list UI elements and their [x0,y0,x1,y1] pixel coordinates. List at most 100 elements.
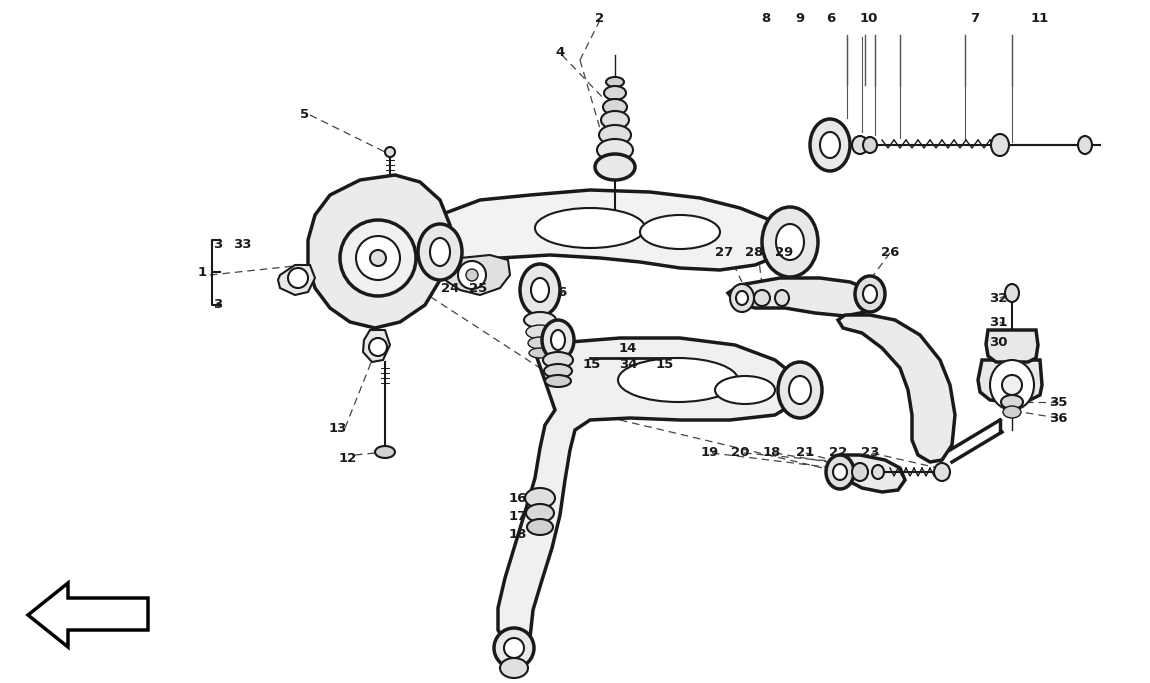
Ellipse shape [730,284,754,312]
Text: 1: 1 [198,266,207,279]
Ellipse shape [1000,395,1024,409]
Ellipse shape [990,360,1034,410]
Ellipse shape [543,352,573,368]
Ellipse shape [520,264,560,316]
Text: 11: 11 [1030,12,1049,25]
Text: 4: 4 [555,46,565,59]
Text: 32: 32 [989,292,1007,305]
Circle shape [356,236,400,280]
Ellipse shape [604,86,626,100]
Text: 26: 26 [881,245,899,258]
Ellipse shape [542,320,574,360]
Circle shape [754,290,770,306]
Ellipse shape [597,139,632,161]
Ellipse shape [1005,284,1019,302]
Ellipse shape [775,290,789,306]
Ellipse shape [500,658,528,678]
Ellipse shape [599,125,631,145]
Ellipse shape [545,375,572,387]
Ellipse shape [872,465,884,479]
Text: 9: 9 [796,12,805,25]
Text: 3: 3 [214,238,223,251]
Text: 15: 15 [583,359,601,372]
Ellipse shape [527,519,553,535]
Polygon shape [426,190,790,275]
Ellipse shape [762,207,818,277]
Text: 3: 3 [214,298,223,311]
Polygon shape [728,278,875,316]
Polygon shape [986,330,1038,362]
Ellipse shape [1003,406,1021,418]
Circle shape [369,338,388,356]
Text: 23: 23 [861,445,880,458]
Polygon shape [435,255,509,295]
Polygon shape [363,330,390,362]
Ellipse shape [535,208,645,248]
Text: 19: 19 [700,445,719,458]
Text: 2: 2 [596,12,605,25]
Ellipse shape [595,154,635,180]
Polygon shape [498,338,800,648]
Ellipse shape [862,137,877,153]
Ellipse shape [715,376,775,404]
Ellipse shape [854,276,886,312]
Ellipse shape [526,325,554,339]
Circle shape [370,250,386,266]
Ellipse shape [862,285,877,303]
Ellipse shape [526,488,555,508]
Ellipse shape [544,364,572,378]
Ellipse shape [531,278,549,302]
Text: 10: 10 [860,12,879,25]
Text: 6: 6 [827,12,836,25]
Text: 34: 34 [619,359,637,372]
Text: 16: 16 [508,492,527,505]
Polygon shape [278,265,315,295]
Ellipse shape [551,330,565,350]
Text: 18: 18 [762,445,781,458]
Polygon shape [838,315,954,462]
Ellipse shape [641,215,720,249]
Ellipse shape [826,455,854,489]
Text: 29: 29 [775,245,793,258]
Circle shape [504,638,524,658]
Text: 25: 25 [469,281,488,294]
Ellipse shape [417,224,462,280]
Text: 8: 8 [761,12,771,25]
Polygon shape [833,455,905,492]
Text: 15: 15 [656,359,674,372]
Ellipse shape [529,348,551,358]
Ellipse shape [1078,136,1092,154]
Circle shape [466,269,478,281]
Circle shape [385,147,394,157]
Text: 12: 12 [339,451,358,464]
Text: 30: 30 [989,335,1007,348]
Circle shape [1002,375,1022,395]
Text: 31: 31 [989,316,1007,329]
Text: 33: 33 [232,238,251,251]
Ellipse shape [779,362,822,418]
Ellipse shape [618,358,738,402]
Ellipse shape [991,134,1009,156]
Text: 36: 36 [1049,411,1067,425]
Ellipse shape [820,132,840,158]
Ellipse shape [852,463,868,481]
Text: 28: 28 [745,245,764,258]
Text: 24: 24 [440,281,459,294]
Ellipse shape [852,136,868,154]
Text: 5: 5 [300,109,309,122]
Ellipse shape [601,111,629,129]
Ellipse shape [789,376,811,404]
Text: 21: 21 [796,445,814,458]
Text: 13: 13 [329,421,347,434]
Ellipse shape [526,504,554,522]
Ellipse shape [776,224,804,260]
Ellipse shape [606,77,624,87]
Circle shape [494,628,534,668]
Circle shape [288,268,308,288]
Text: 6: 6 [558,285,567,298]
Text: 14: 14 [619,342,637,354]
Polygon shape [28,583,148,647]
Ellipse shape [430,238,450,266]
Circle shape [340,220,416,296]
Ellipse shape [603,99,627,115]
